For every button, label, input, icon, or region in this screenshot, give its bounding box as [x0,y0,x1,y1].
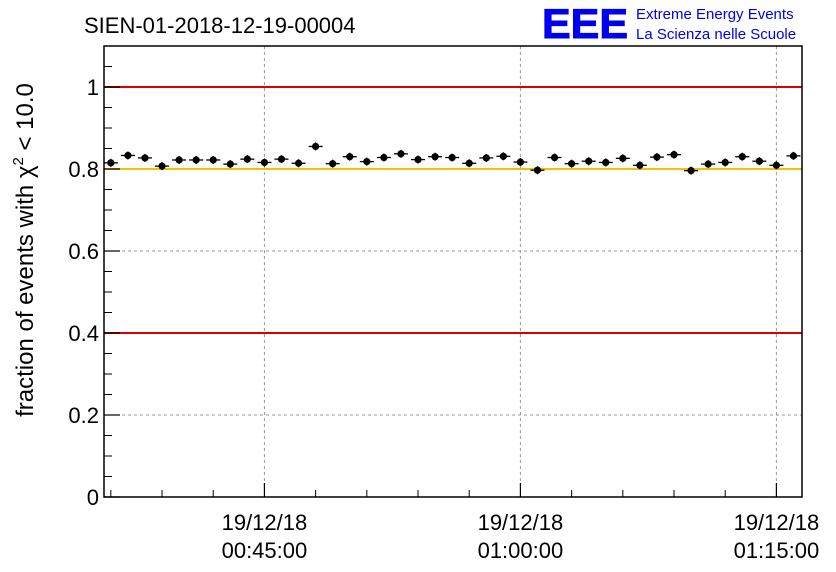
chart-title: SIEN-01-2018-12-19-00004 [84,13,356,38]
data-point [738,153,746,161]
logo-line2: La Scienza nelle Scuole [636,26,796,43]
logo-mark: EEE [542,0,628,47]
data-point [772,161,781,169]
data-point [175,156,183,164]
data-point [704,160,712,168]
data-point [687,167,695,175]
data-point [789,152,798,160]
eee-logo: EEE Extreme Energy Events La Scienza nel… [542,0,797,48]
data-point [329,160,337,168]
data-point [516,158,525,166]
y-axis-label: fraction of events with χ2 < 10.0 [10,83,39,417]
data-point [158,162,166,170]
y-tick-label: 0 [87,485,99,510]
data-point [294,159,303,167]
data-point [482,154,490,162]
data-point [431,153,439,161]
data-point [277,155,286,163]
data-point [414,155,422,164]
data-point [721,158,729,167]
y-axis-ticks: 0 0.2 0.4 0.6 0.8 1 [68,45,120,510]
data-point [499,152,507,160]
x-tick-label-date: 19/12/18 [478,510,564,535]
data-points [103,142,801,175]
y-tick-label: 0.6 [68,239,99,264]
data-point [107,159,115,167]
plot-frame [103,45,803,498]
logo-line1: Extreme Energy Events [636,6,794,23]
data-point [653,153,661,161]
grid-layer [104,46,802,498]
data-point [585,157,593,165]
data-point [124,151,132,160]
x-axis-ticks: 19/12/18 00:45:00 19/12/18 01:00:00 19/12/18… [110,483,820,563]
data-point [141,154,149,162]
x-tick-label-time: 01:00:00 [478,538,564,563]
data-point [346,153,354,161]
y-tick-label: 0.2 [68,403,99,428]
y-tick-label: 1 [87,75,99,100]
data-point [397,150,405,158]
data-point [755,157,763,165]
data-point [380,153,388,162]
y-axis-label-suffix: < 10.0 [12,83,39,157]
x-tick-label-date: 19/12/18 [222,510,308,535]
data-point [568,160,576,168]
data-point [243,155,251,163]
x-tick-label-time: 01:15:00 [734,538,820,563]
data-point [312,142,320,151]
x-tick-label-time: 00:45:00 [222,538,308,563]
y-axis-label-sup: 2 [10,157,27,165]
data-point [602,158,610,167]
data-point [533,166,542,174]
data-point [260,158,269,167]
data-point [209,156,217,164]
y-tick-label: 0.4 [68,321,99,346]
reference-lines [104,86,802,334]
data-point [192,156,200,164]
x-tick-label-date: 19/12/18 [734,510,820,535]
data-point [465,159,473,167]
y-tick-label: 0.8 [68,157,99,182]
y-axis-label-prefix: fraction of events with χ [12,165,39,417]
data-point [619,154,627,162]
data-point [636,161,644,169]
data-point [226,160,234,168]
data-point [550,153,559,162]
data-point [670,151,678,159]
data-point [448,153,456,162]
data-point [363,158,371,166]
